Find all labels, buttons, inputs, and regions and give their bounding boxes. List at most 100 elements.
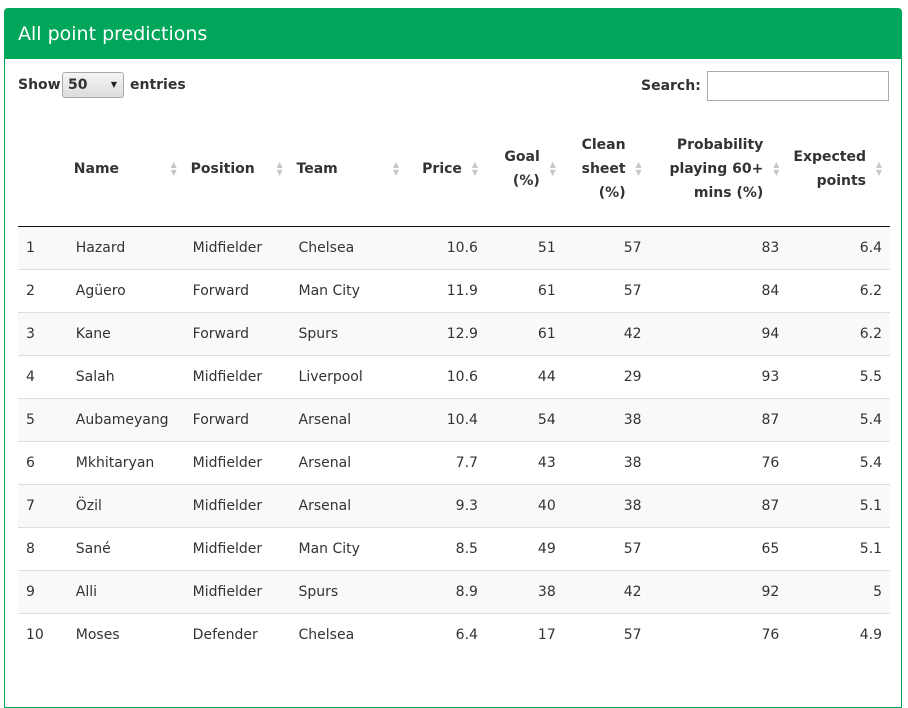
page-length-select[interactable]: 50 ▼ [62, 72, 124, 98]
column-header-team[interactable]: Team ▲ ▼ [290, 113, 408, 227]
table-cell: 6.4 [787, 225, 890, 269]
column-header-label: Clean sheet (%) [581, 137, 626, 202]
table-body: 1 Hazard Midfielder Chelsea 10.6 51 57 83 6.4 2 Ag… [18, 225, 890, 656]
table-cell: 65 [649, 526, 788, 570]
table-cell: 57 [563, 268, 650, 312]
table-cell: 10.6 [407, 354, 486, 398]
table-cell: Özil [67, 483, 185, 527]
table-cell: 61 [485, 311, 564, 355]
table-cell: 9.3 [407, 483, 486, 527]
table-cell: Kane [67, 311, 185, 355]
table-cell: 44 [485, 354, 564, 398]
table-cell: Forward [184, 397, 291, 441]
table-cell: 3 [18, 311, 68, 355]
table-cell: 5 [18, 397, 68, 441]
table-row: 8 Sané Midfielder Man City 8.5 49 57 65 5.1 [18, 526, 890, 570]
sort-icon: ▲ ▼ [549, 160, 556, 178]
table-cell: 61 [485, 268, 564, 312]
table-cell: 57 [563, 225, 650, 269]
table-cell: Liverpool [290, 354, 408, 398]
table-cell: 38 [485, 569, 564, 613]
table-cell: Salah [67, 354, 185, 398]
column-header-label: Name [73, 161, 120, 178]
column-header-label: Probability playing 60+ mins (%) [669, 137, 764, 202]
column-header-label: Expected points [793, 149, 866, 190]
table-row: 5 Aubameyang Forward Arsenal 10.4 54 38 87 5.4 [18, 397, 890, 441]
table-cell: 10.6 [407, 225, 486, 269]
table-cell: 11.9 [407, 268, 486, 312]
sort-icon: ▲ ▼ [875, 160, 883, 178]
column-header-label: Goal (%) [504, 149, 540, 190]
column-header-label: Team [296, 161, 338, 178]
column-header-position[interactable]: Position ▲ ▼ [184, 113, 291, 227]
table-cell: Midfielder [184, 440, 291, 484]
table-cell: 42 [563, 311, 650, 355]
table-cell: 5.1 [787, 526, 890, 570]
table-cell: Hazard [67, 225, 185, 269]
table-cell: 4.9 [787, 612, 890, 656]
table-cell: Mkhitaryan [67, 440, 185, 484]
table-cell: 5.4 [787, 440, 890, 484]
table-cell: 10.4 [407, 397, 486, 441]
search-input[interactable] [707, 71, 889, 101]
table-cell: 5 [787, 569, 890, 613]
table-cell: Chelsea [290, 225, 408, 269]
column-header-index [18, 113, 68, 227]
sort-icon: ▲ ▼ [276, 160, 283, 178]
column-header-price[interactable]: Price ▲ ▼ [407, 113, 486, 227]
table-cell: 9 [18, 569, 68, 613]
column-header-probability-playing-60-mins[interactable]: Probability playing 60+ mins (%) ▲ ▼ [649, 113, 788, 227]
table-cell: Moses [67, 612, 185, 656]
table-cell: 6.2 [787, 268, 890, 312]
table-cell: 94 [649, 311, 788, 355]
table-cell: 38 [563, 483, 650, 527]
table-cell: 87 [649, 483, 788, 527]
table-row: 9 Alli Midfielder Spurs 8.9 38 42 92 5 [18, 569, 890, 613]
table-cell: Man City [290, 526, 408, 570]
table-cell: Forward [184, 268, 291, 312]
column-header-name[interactable]: Name ▲ ▼ [67, 113, 185, 227]
table-row: 10 Moses Defender Chelsea 6.4 17 57 76 4.9 [18, 612, 890, 656]
table-row: 2 Agüero Forward Man City 11.9 61 57 84 6.2 [18, 268, 890, 312]
table-cell: Agüero [67, 268, 185, 312]
table-cell: 10 [18, 612, 68, 656]
table-cell: 84 [649, 268, 788, 312]
column-header-goal[interactable]: Goal (%) ▲ ▼ [485, 113, 564, 227]
table-cell: 38 [563, 397, 650, 441]
column-header-label: Position [190, 161, 255, 178]
table-cell: Arsenal [290, 483, 408, 527]
sort-icon: ▲ ▼ [170, 160, 177, 178]
table-cell: 49 [485, 526, 564, 570]
table-cell: 76 [649, 612, 788, 656]
table-cell: 17 [485, 612, 564, 656]
table-cell: 8.5 [407, 526, 486, 570]
table-cell: Spurs [290, 569, 408, 613]
table-cell: 57 [563, 526, 650, 570]
panel-title: All point predictions [5, 9, 901, 59]
column-header-clean-sheet[interactable]: Clean sheet (%) ▲ ▼ [563, 113, 650, 227]
sort-icon: ▲ ▼ [392, 160, 400, 178]
table-cell: 43 [485, 440, 564, 484]
table-row: 7 Özil Midfielder Arsenal 9.3 40 38 87 5.1 [18, 483, 890, 527]
table-cell: Sané [67, 526, 185, 570]
table-cell: 6.2 [787, 311, 890, 355]
column-header-label: Price [422, 161, 462, 178]
table-cell: Midfielder [184, 569, 291, 613]
table-cell: Man City [290, 268, 408, 312]
table-cell: 93 [649, 354, 788, 398]
table-cell: Aubameyang [67, 397, 185, 441]
table-cell: 54 [485, 397, 564, 441]
sort-icon: ▲ ▼ [471, 160, 478, 178]
predictions-table: Name ▲ ▼ Position ▲ ▼ Team ▲ ▼ Price ▲ ▼ Goal (%) ▲ ▼ C… [18, 113, 890, 656]
table-row: 4 Salah Midfielder Liverpool 10.6 44 29 93 5.5 [18, 354, 890, 398]
table-row: 3 Kane Forward Spurs 12.9 61 42 94 6.2 [18, 311, 890, 355]
column-header-expected-points[interactable]: Expected points ▲ ▼ [787, 113, 890, 227]
table-cell: 40 [485, 483, 564, 527]
table-cell: 8.9 [407, 569, 486, 613]
table-cell: Chelsea [290, 612, 408, 656]
table-cell: Arsenal [290, 397, 408, 441]
table-cell: Arsenal [290, 440, 408, 484]
table-cell: Alli [67, 569, 185, 613]
table-header-row: Name ▲ ▼ Position ▲ ▼ Team ▲ ▼ Price ▲ ▼ Goal (%) ▲ ▼ C… [18, 113, 890, 227]
table-cell: Midfielder [184, 483, 291, 527]
